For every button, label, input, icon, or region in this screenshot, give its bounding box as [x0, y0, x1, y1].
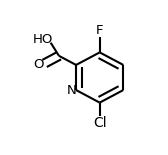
Text: F: F: [96, 24, 103, 37]
Text: HO: HO: [33, 33, 53, 46]
Text: O: O: [34, 58, 44, 71]
Text: N: N: [67, 84, 77, 97]
Text: Cl: Cl: [93, 116, 107, 130]
